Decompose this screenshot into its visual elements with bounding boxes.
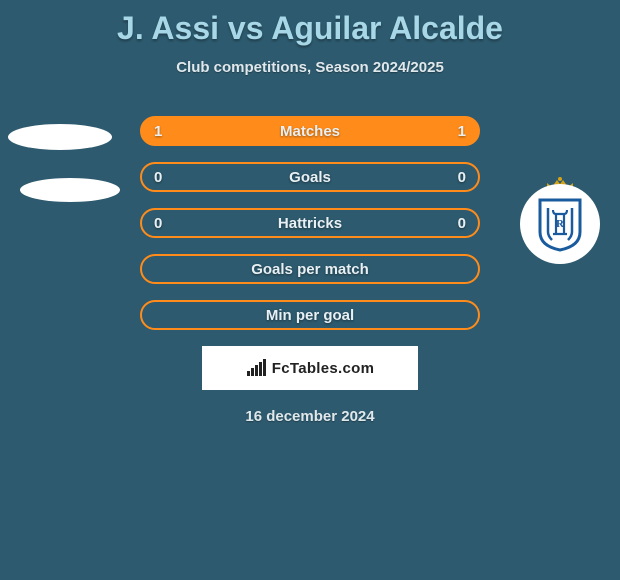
stat-label: Goals xyxy=(142,169,478,186)
stat-row-matches: 1 Matches 1 xyxy=(140,116,480,146)
stats-container: 1 Matches 1 0 Goals 0 0 Hattricks 0 Goal… xyxy=(0,116,620,330)
stat-right-value: 0 xyxy=(458,169,466,186)
watermark[interactable]: FcTables.com xyxy=(202,346,418,390)
stat-row-goals: 0 Goals 0 xyxy=(140,162,480,192)
stat-label: Hattricks xyxy=(142,215,478,232)
date-text: 16 december 2024 xyxy=(0,408,620,425)
stat-row-hattricks: 0 Hattricks 0 xyxy=(140,208,480,238)
stat-label: Goals per match xyxy=(142,261,478,278)
stat-right-value: 1 xyxy=(458,123,466,140)
page-title: J. Assi vs Aguilar Alcalde xyxy=(0,0,620,47)
stat-row-min-per-goal: Min per goal xyxy=(140,300,480,330)
stat-label: Matches xyxy=(142,123,478,140)
stat-label: Min per goal xyxy=(142,307,478,324)
stat-row-goals-per-match: Goals per match xyxy=(140,254,480,284)
bars-icon xyxy=(246,359,268,377)
stat-right-value: 0 xyxy=(458,215,466,232)
watermark-text: FcTables.com xyxy=(272,360,375,377)
subtitle: Club competitions, Season 2024/2025 xyxy=(0,59,620,76)
